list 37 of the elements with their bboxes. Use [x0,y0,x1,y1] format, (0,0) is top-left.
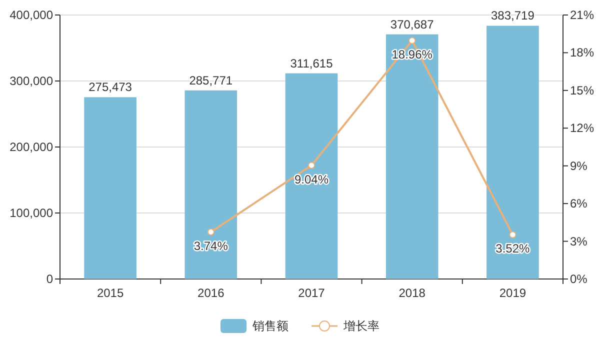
legend-label: 增长率 [342,319,380,333]
legend-label: 销售额 [252,319,288,333]
y-tick-label: 0 [46,272,54,286]
data-label: 275,473 [88,80,132,94]
point [207,228,214,236]
y2-tick-label: 6% [570,196,588,211]
y2-tick-label: 3% [570,234,588,248]
x-tick-label: 2019 [499,286,526,300]
x-tick-label: 2018 [398,286,426,300]
point [408,37,416,44]
x-tick-label: 2015 [96,286,124,300]
data-label: 3.52% [496,242,530,256]
bar [386,34,438,279]
point [308,162,315,169]
bar [84,97,136,279]
data-label: 370,687 [390,17,434,32]
data-label: 3.74% [194,238,228,253]
data-label: 285,771 [189,73,233,88]
y2-tick-label: 15% [570,83,594,98]
y2-tick-label: 12% [570,121,594,136]
bar [486,26,539,279]
y-tick-label: 200,000 [10,140,54,154]
bar [184,90,238,279]
y2-tick-label: 0% [570,272,588,286]
x-tick-label: 2017 [298,286,326,300]
data-label: 383,719 [491,8,535,23]
point [509,231,516,238]
data-label: 311,615 [290,56,334,70]
data-label: 9.04% [294,172,329,186]
x-tick-label: 2016 [198,286,225,300]
y-tick-label: 300,000 [10,74,54,88]
y2-tick-label: 21% [570,8,594,22]
y2-tick-label: 18% [570,46,594,60]
y2-tick-label: 9% [570,158,588,173]
y-tick-label: 400,000 [10,8,54,22]
bar [285,73,338,279]
y-tick-label: 100,000 [10,206,54,220]
